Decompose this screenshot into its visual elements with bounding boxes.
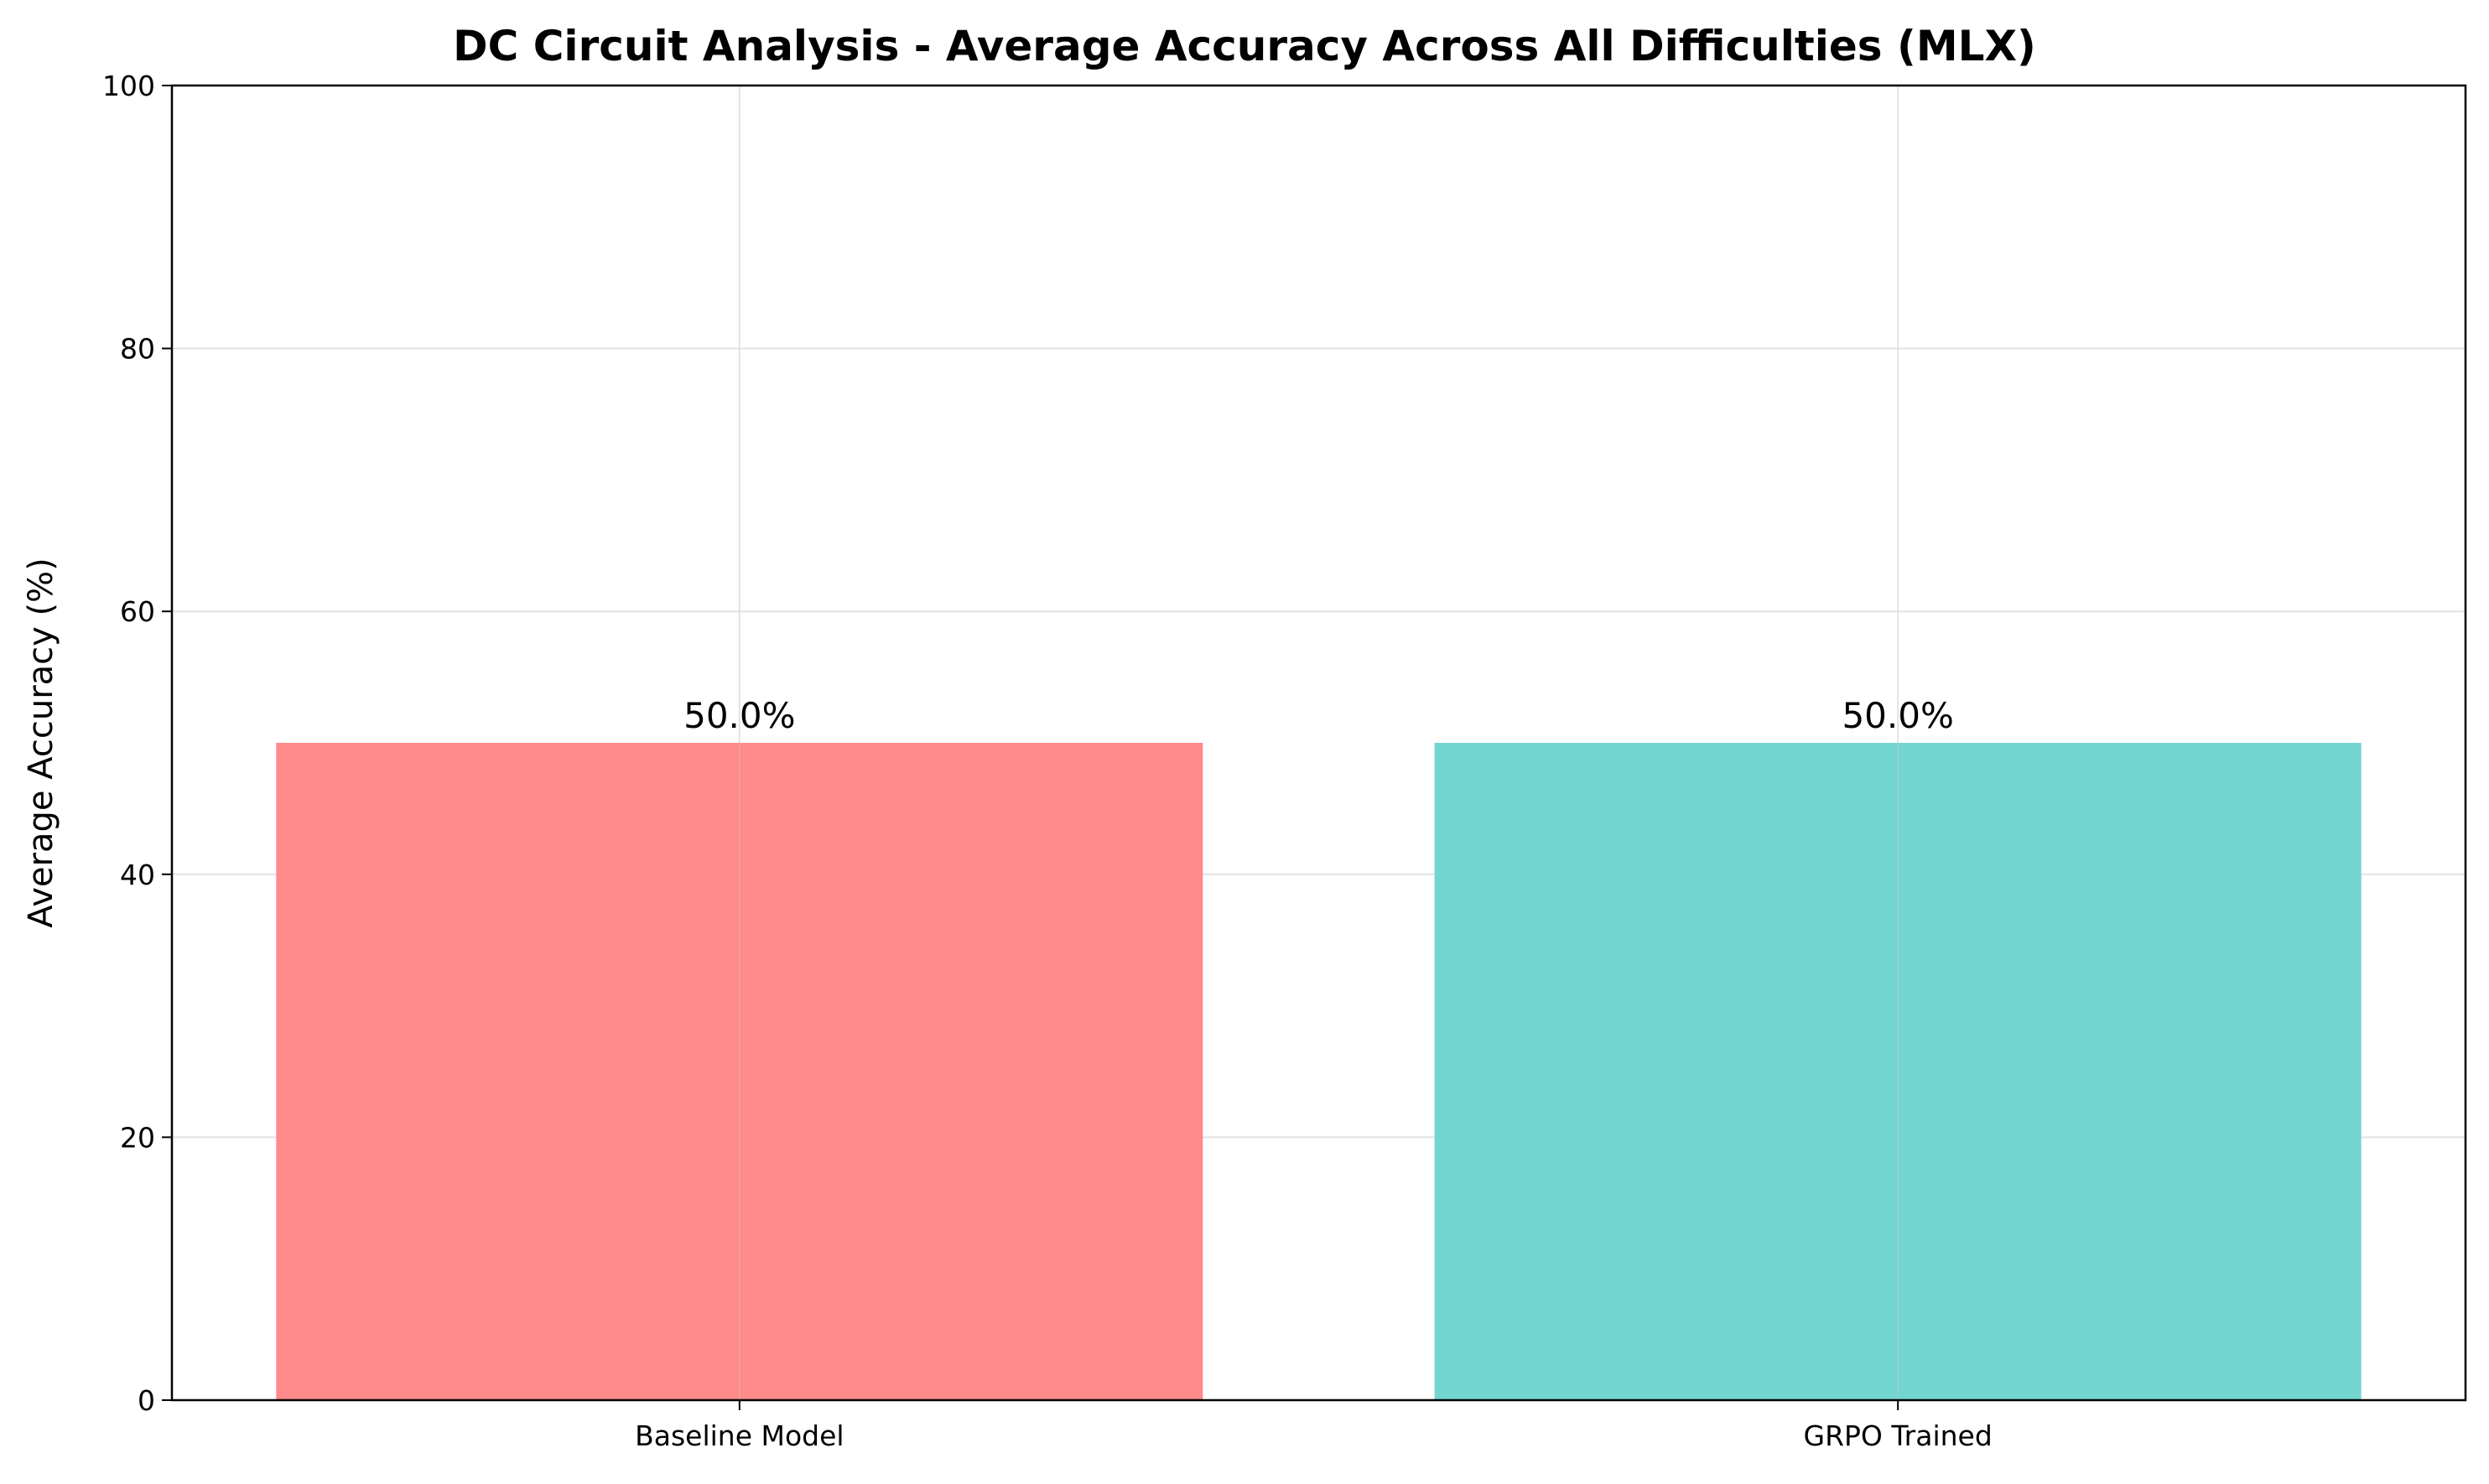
y-tick-label: 20 bbox=[120, 1121, 155, 1154]
plot-frame bbox=[170, 84, 2467, 1402]
axes-layer: 0 20 40 60 80 100 Baseline Model GRPO Trained bbox=[102, 70, 2467, 1452]
y-tick-label: 80 bbox=[120, 333, 155, 366]
y-tick-label: 40 bbox=[120, 859, 155, 891]
bar bbox=[276, 743, 1203, 1400]
bar-value-label: 50.0% bbox=[1842, 695, 1953, 736]
x-tick-label: GRPO Trained bbox=[1804, 1419, 1993, 1452]
y-tick-label: 0 bbox=[138, 1384, 155, 1417]
labels-layer: 50.0% 50.0% bbox=[683, 695, 1954, 736]
chart-title: DC Circuit Analysis - Average Accuracy A… bbox=[453, 22, 2036, 70]
y-tick-label: 60 bbox=[120, 595, 155, 628]
bars-layer bbox=[276, 743, 2362, 1400]
y-tick-label: 100 bbox=[102, 70, 155, 102]
bar bbox=[1434, 743, 2362, 1400]
x-tick-label: Baseline Model bbox=[635, 1419, 844, 1452]
bar-value-label: 50.0% bbox=[683, 695, 795, 736]
y-axis-label: Average Accuracy (%) bbox=[22, 558, 60, 928]
